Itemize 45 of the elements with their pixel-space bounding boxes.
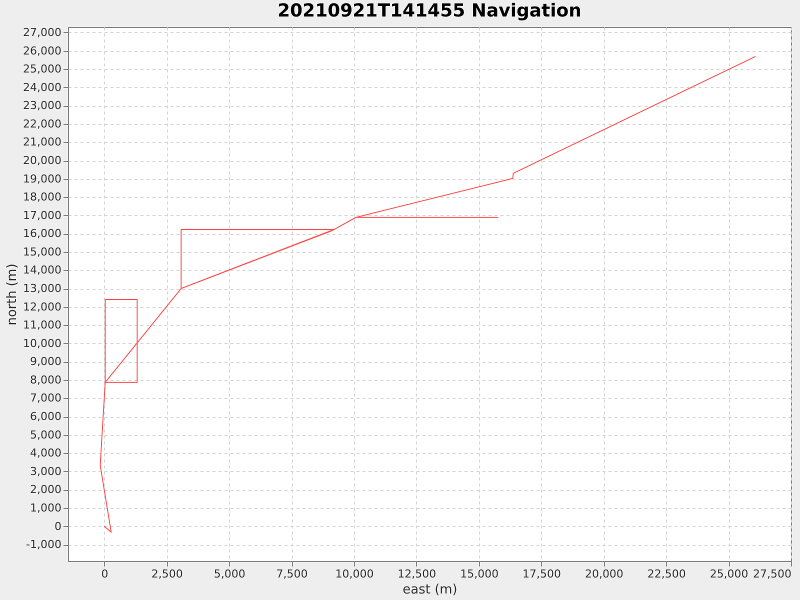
y-tick-label: 7,000 (30, 392, 62, 405)
y-tick-label: 2,000 (30, 483, 62, 496)
y-tick-label: 9,000 (30, 355, 62, 368)
x-tick-label: 17,500 (522, 568, 562, 580)
line-series (100, 56, 756, 533)
x-axis-title: east (m) (402, 582, 458, 598)
y-tick-label: 3,000 (30, 464, 62, 478)
y-axis-title: north (m) (5, 264, 20, 326)
y-tick-label: 23,000 (23, 99, 62, 112)
y-tick-label: 15,000 (23, 245, 62, 258)
x-tick-label: 27,500 (753, 568, 792, 580)
y-tick-label: 11,000 (23, 318, 62, 332)
y-tick-label: -1,000 (26, 538, 62, 552)
y-tick-label: 22,000 (23, 117, 62, 130)
y-tick-label: 0 (54, 520, 62, 533)
y-tick-label: 21,000 (23, 136, 62, 149)
y-tick-label: 18,000 (23, 190, 62, 204)
y-tick-label: 16,000 (23, 227, 62, 240)
x-tick-label: 2,500 (151, 568, 183, 580)
y-tick-label: 6,000 (30, 410, 62, 424)
y-tick-label: 8,000 (30, 373, 62, 386)
y-tick-label: 19,000 (23, 172, 62, 186)
y-tick-label: 1,000 (30, 501, 62, 514)
y-tick-label: 17,000 (23, 208, 62, 222)
y-tick-label: 5,000 (30, 428, 62, 442)
y-tick-label: 24,000 (23, 80, 62, 94)
x-tick-label: 12,500 (398, 568, 436, 580)
x-tick-label: 15,000 (460, 568, 499, 580)
x-tick-label: 22,500 (647, 568, 686, 580)
x-tick-label: 0 (101, 568, 108, 580)
y-tick-label: 14,000 (23, 264, 62, 277)
y-tick-label: 20,000 (23, 154, 62, 167)
x-tick-label: 20,000 (584, 568, 624, 580)
x-tick-label: 10,000 (335, 568, 374, 580)
y-tick-label: 4,000 (30, 446, 62, 460)
y-tick-label: 25,000 (23, 62, 62, 76)
x-tick-label: 5,000 (214, 568, 246, 580)
chart-title: 20210921T141455 Navigation (278, 0, 582, 22)
y-tick-label: 13,000 (23, 282, 62, 296)
y-tick-label: 12,000 (23, 300, 62, 314)
y-tick-label: 26,000 (23, 44, 62, 58)
x-tick-label: 25,000 (710, 568, 748, 580)
y-tick-label: 27,000 (23, 26, 62, 39)
y-tick-label: 10,000 (23, 336, 62, 350)
x-tick-label: 7,500 (276, 568, 308, 580)
